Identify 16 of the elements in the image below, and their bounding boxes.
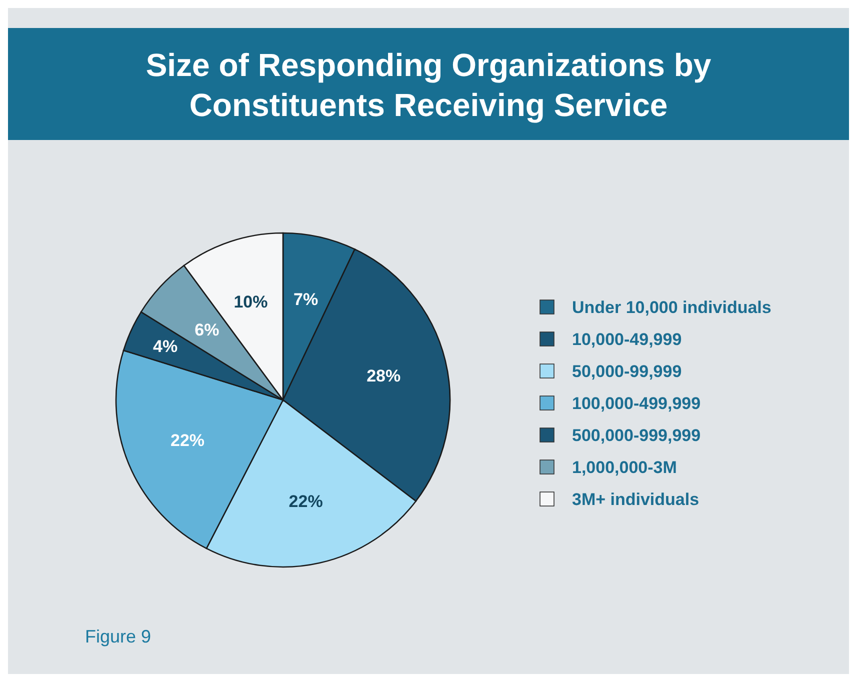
legend-label: 500,000-999,999	[572, 426, 701, 445]
data-label: 22%	[288, 492, 323, 511]
data-label: 22%	[170, 430, 205, 450]
legend-label: 3M+ individuals	[572, 490, 700, 509]
data-label: 6%	[194, 320, 220, 340]
legend-label: 1,000,000-3M	[572, 458, 677, 477]
data-label: 10%	[234, 292, 268, 312]
caption: Figure 9	[85, 626, 152, 646]
legend-label: Under 10,000 individuals	[572, 298, 772, 317]
data-label: 7%	[294, 290, 318, 309]
chart-title: Size of Responding Organizations by Constituents Receiving Service	[146, 47, 712, 124]
data-label: 28%	[366, 366, 401, 386]
legend-label: 10,000-49,999	[572, 330, 682, 349]
legend-label: 100,000-499,999	[572, 394, 701, 413]
data-label: 4%	[152, 337, 178, 356]
legend-label: 50,000-99,999	[572, 362, 682, 381]
